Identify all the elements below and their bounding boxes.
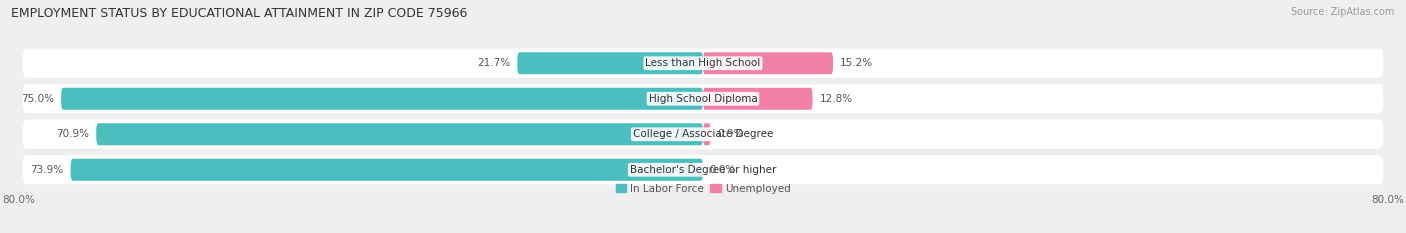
FancyBboxPatch shape (703, 88, 813, 110)
Text: Source: ZipAtlas.com: Source: ZipAtlas.com (1291, 7, 1395, 17)
Legend: In Labor Force, Unemployed: In Labor Force, Unemployed (612, 179, 794, 198)
Text: EMPLOYMENT STATUS BY EDUCATIONAL ATTAINMENT IN ZIP CODE 75966: EMPLOYMENT STATUS BY EDUCATIONAL ATTAINM… (11, 7, 468, 20)
FancyBboxPatch shape (22, 49, 1384, 78)
Text: Less than High School: Less than High School (645, 58, 761, 68)
FancyBboxPatch shape (22, 84, 1384, 113)
Text: 0.9%: 0.9% (717, 129, 744, 139)
Text: High School Diploma: High School Diploma (648, 94, 758, 104)
FancyBboxPatch shape (703, 123, 710, 145)
Text: 75.0%: 75.0% (21, 94, 55, 104)
FancyBboxPatch shape (96, 123, 703, 145)
FancyBboxPatch shape (22, 120, 1384, 149)
FancyBboxPatch shape (703, 52, 834, 74)
Text: Bachelor's Degree or higher: Bachelor's Degree or higher (630, 165, 776, 175)
FancyBboxPatch shape (60, 88, 703, 110)
Text: 21.7%: 21.7% (477, 58, 510, 68)
Text: 73.9%: 73.9% (31, 165, 63, 175)
Text: 15.2%: 15.2% (839, 58, 873, 68)
Text: 12.8%: 12.8% (820, 94, 852, 104)
FancyBboxPatch shape (70, 159, 703, 181)
Text: 0.0%: 0.0% (710, 165, 737, 175)
Text: College / Associate Degree: College / Associate Degree (633, 129, 773, 139)
Text: 70.9%: 70.9% (56, 129, 90, 139)
FancyBboxPatch shape (22, 155, 1384, 184)
FancyBboxPatch shape (517, 52, 703, 74)
